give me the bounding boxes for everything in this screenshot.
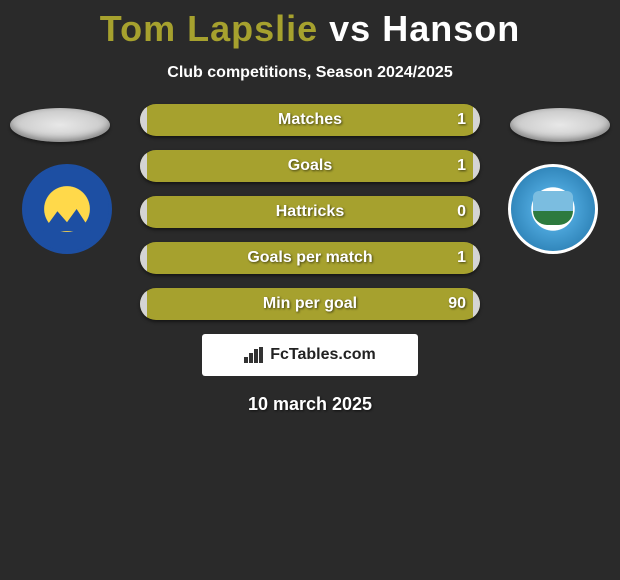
bar-left: [140, 242, 147, 274]
bar-left: [140, 288, 147, 320]
bar-left: [140, 196, 147, 228]
stat-row-gpm: Goals per match 1: [140, 242, 480, 274]
bar-right: [473, 196, 480, 228]
player1-name: Tom Lapslie: [100, 8, 318, 49]
comparison-title: Tom Lapslie vs Hanson: [0, 0, 620, 50]
bar-left: [140, 150, 147, 182]
stat-label: Goals: [288, 157, 332, 175]
bar-right: [473, 242, 480, 274]
attribution-text: FcTables.com: [270, 346, 376, 364]
stat-value-right: 90: [448, 295, 466, 313]
vs-label: vs: [329, 8, 371, 49]
stat-rows: Matches 1 Goals 1 Hattricks 0 Goals per …: [140, 104, 480, 320]
stat-label: Hattricks: [276, 203, 344, 221]
stat-value-right: 1: [457, 249, 466, 267]
team-badge-right: [508, 164, 598, 254]
platform-right: [510, 108, 610, 142]
stat-value-right: 0: [457, 203, 466, 221]
player2-name: Hanson: [382, 8, 520, 49]
subtitle: Club competitions, Season 2024/2025: [0, 64, 620, 82]
bar-left: [140, 104, 147, 136]
chart-icon: [244, 347, 264, 363]
stat-row-hattricks: Hattricks 0: [140, 196, 480, 228]
attribution-badge: FcTables.com: [202, 334, 418, 376]
team-badge-left: [22, 164, 112, 254]
bar-right: [473, 150, 480, 182]
platform-left: [10, 108, 110, 142]
stat-label: Matches: [278, 111, 342, 129]
stat-row-goals: Goals 1: [140, 150, 480, 182]
stat-row-mpg: Min per goal 90: [140, 288, 480, 320]
bar-right: [473, 104, 480, 136]
date-label: 10 march 2025: [0, 394, 620, 415]
stat-value-right: 1: [457, 157, 466, 175]
stat-label: Min per goal: [263, 295, 357, 313]
stat-value-right: 1: [457, 111, 466, 129]
bar-right: [473, 288, 480, 320]
content-area: Matches 1 Goals 1 Hattricks 0 Goals per …: [0, 104, 620, 415]
stat-row-matches: Matches 1: [140, 104, 480, 136]
stat-label: Goals per match: [247, 249, 372, 267]
